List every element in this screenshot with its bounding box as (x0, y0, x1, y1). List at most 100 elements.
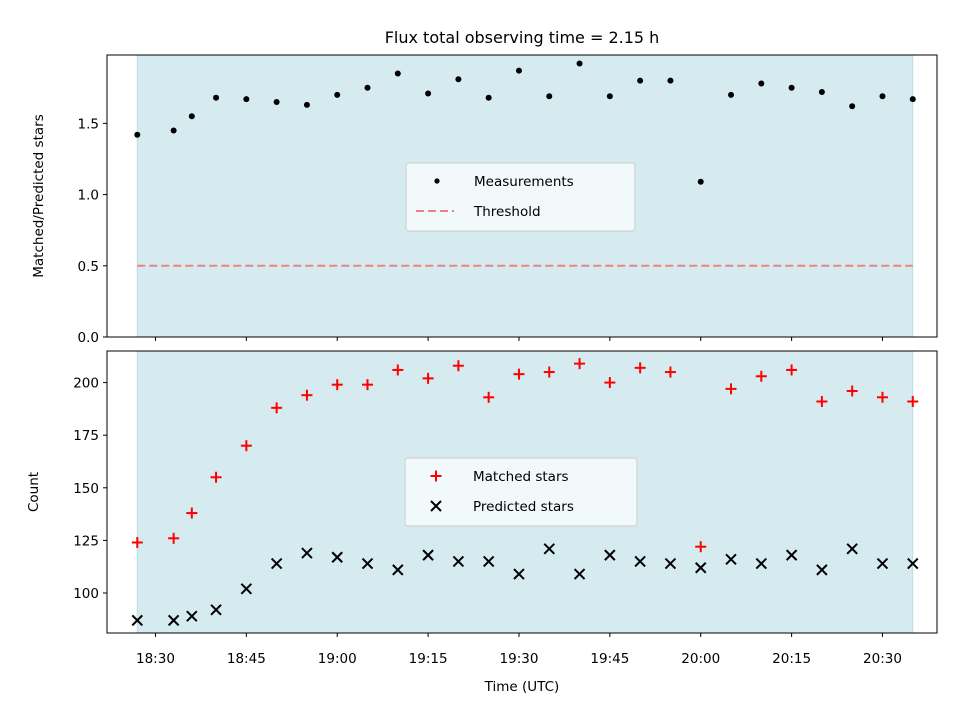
x-b (755, 557, 768, 570)
measurement-point (273, 99, 280, 105)
predicted-star-point (392, 564, 404, 576)
predicted-star-point (331, 551, 343, 563)
y-tick-label: 1.5 (78, 116, 99, 132)
x-b (634, 555, 646, 568)
matched-star-point (131, 537, 143, 549)
x-b (846, 543, 858, 555)
predicted-star-point (604, 549, 616, 561)
chart-title: Flux total observing time = 2.15 h (385, 28, 660, 47)
predicted-star-point (785, 549, 798, 561)
measurement-point (425, 90, 432, 97)
x-tick-label: 19:15 (409, 651, 448, 667)
matched-star-point (271, 402, 283, 414)
measurement-point (758, 80, 765, 87)
measurement-point (546, 93, 553, 100)
predicted-star-point (816, 564, 828, 576)
measurement-point (606, 93, 613, 100)
measurement-point (879, 93, 886, 100)
x-b (392, 564, 404, 576)
x-b (725, 553, 737, 566)
x-b (482, 555, 495, 568)
predicted-star-point (543, 543, 555, 555)
matched-star-point (240, 440, 252, 452)
matched-star-point (907, 396, 919, 408)
predicted-star-point (422, 549, 434, 561)
bottom-y-axis-label: Count (26, 472, 42, 512)
predicted-star-point (573, 568, 586, 580)
predicted-star-point (270, 557, 283, 570)
x-b (452, 555, 465, 568)
x-tick-label: 20:00 (681, 651, 720, 667)
measurement-point (788, 84, 795, 91)
y-tick-label: 0.0 (78, 330, 99, 346)
x-b (907, 557, 919, 570)
bottom-axes-ticks: 100 125 150 175 200 18:30 18:45 19:00 19:15 19:30… (73, 376, 902, 667)
x-b (186, 610, 198, 622)
measurement-point (728, 91, 735, 98)
x-b (210, 604, 222, 616)
measurement-point (364, 84, 371, 91)
top-axes: 0.0 0.5 1.0 1.5 Matched/Predicted stars Mea… (31, 54, 938, 346)
measurement-point (637, 77, 644, 84)
matched-star-point (168, 532, 180, 544)
legend-label: Matched stars (473, 469, 569, 485)
predicted-star-point (210, 604, 222, 616)
matched-star-point (574, 358, 586, 370)
predicted-star-point (755, 557, 768, 570)
matched-star-point (210, 471, 222, 483)
x-tick-label: 19:00 (318, 651, 357, 667)
x-b (543, 543, 555, 555)
measurement-point (909, 96, 916, 103)
legend-label: Predicted stars (473, 499, 574, 515)
x-tick-label: 19:45 (590, 651, 629, 667)
measurement-point (170, 127, 177, 134)
predicted-star-point (361, 557, 374, 570)
measurement-point (667, 77, 674, 84)
predicted-star-point (131, 614, 143, 627)
top-legend: Measurements Threshold (405, 162, 636, 232)
y-tick-label: 150 (73, 481, 99, 497)
measurement-point (849, 103, 856, 110)
matched-star-point (422, 372, 434, 384)
predicted-star-point (907, 557, 919, 570)
x-tick-label: 20:15 (772, 651, 811, 667)
x-b (361, 557, 374, 570)
matched-star-point (362, 379, 374, 391)
x-b (131, 614, 143, 627)
matched-star-point (816, 396, 828, 408)
matched-star-point (604, 377, 616, 389)
matched-star-point (543, 366, 555, 378)
y-tick-label: 125 (73, 533, 99, 549)
x-b (270, 557, 283, 570)
x-b (513, 568, 525, 580)
bottom-axes-frame (106, 350, 938, 634)
y-tick-label: 0.5 (78, 259, 99, 275)
matched-star-point (664, 366, 676, 378)
measurement-point (134, 131, 141, 138)
legend-dot-marker (434, 178, 440, 184)
matched-star-point (301, 389, 313, 401)
measurement-point (455, 76, 462, 83)
legend-label: Measurements (474, 174, 574, 190)
legend-box (404, 457, 638, 527)
top-axes-frame (106, 54, 938, 338)
matched-star-point (513, 368, 525, 380)
x-b (664, 557, 677, 570)
x-tick-label: 18:45 (227, 651, 266, 667)
measurement-point (576, 60, 583, 67)
predicted-star-point (186, 610, 198, 622)
x-b (695, 562, 707, 574)
matched-star-point (755, 370, 767, 382)
x-b (422, 549, 434, 561)
matched-star-point (876, 391, 888, 403)
predicted-star-point (482, 555, 495, 568)
x-b (573, 568, 586, 580)
top-axes-marks (134, 60, 916, 267)
y-tick-label: 1.0 (78, 188, 99, 204)
predicted-star-point (452, 555, 465, 568)
measurement-point (303, 101, 310, 108)
predicted-star-point (167, 614, 180, 627)
measurement-point (243, 96, 250, 103)
predicted-star-point (664, 557, 677, 570)
top-y-axis-label: Matched/Predicted stars (31, 114, 47, 277)
